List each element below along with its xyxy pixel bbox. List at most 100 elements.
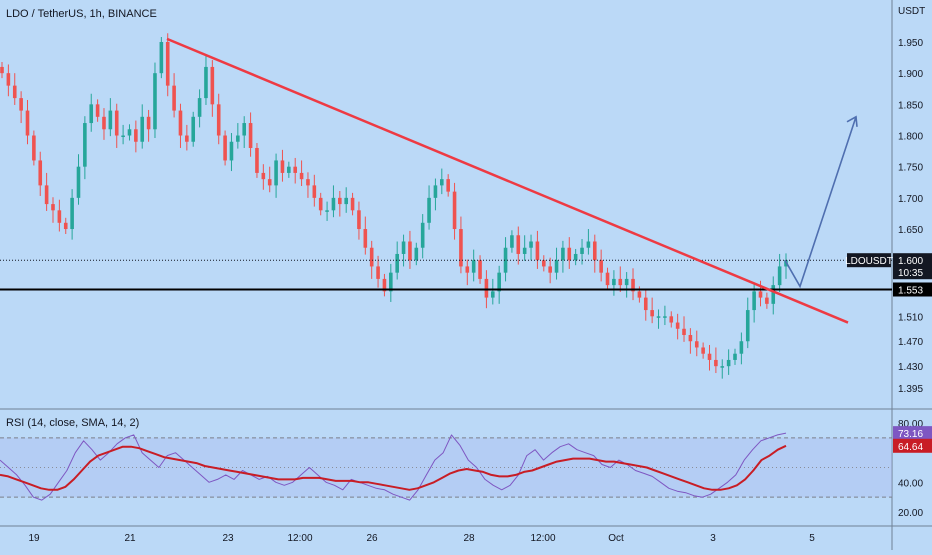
candle-body xyxy=(605,272,610,286)
candle-body xyxy=(395,253,399,273)
candle-body xyxy=(242,123,247,136)
candle-body xyxy=(714,359,718,367)
candle-body xyxy=(516,235,521,254)
time-tick-label: 3 xyxy=(710,533,716,544)
candle-body xyxy=(331,197,336,211)
support-price-tag xyxy=(893,282,932,297)
candle-body xyxy=(57,210,62,223)
candle-body xyxy=(561,247,565,261)
candle-body xyxy=(618,278,623,286)
candle-body xyxy=(573,253,578,261)
candle-body xyxy=(484,278,489,298)
candle-body xyxy=(350,197,355,211)
candle-body xyxy=(707,353,712,360)
candle-body xyxy=(733,353,737,360)
candle-body xyxy=(299,172,304,180)
rsi-title: RSI (14, close, SMA, 14, 2) xyxy=(6,417,140,429)
candle-body xyxy=(522,247,527,254)
candle-body xyxy=(758,291,763,298)
candle-body xyxy=(701,347,705,354)
candle-body xyxy=(663,316,667,318)
candle-body xyxy=(745,310,750,342)
rsi-tick-label: 40.00 xyxy=(898,478,923,489)
candle-body xyxy=(25,110,30,136)
candle-body xyxy=(38,160,43,186)
time-tick-label: 12:00 xyxy=(287,533,312,544)
candle-body xyxy=(694,341,699,348)
price-tick-label: 1.850 xyxy=(898,100,923,111)
candle-body xyxy=(669,316,674,323)
symbol-tag xyxy=(847,253,891,268)
candle-body xyxy=(159,42,164,74)
candle-body xyxy=(114,110,119,136)
candle-body xyxy=(70,197,74,230)
candle-body xyxy=(236,135,240,142)
price-tick-label: 1.430 xyxy=(898,362,923,373)
time-tick-label: Oct xyxy=(608,533,624,544)
chart-title: LDO / TetherUS, 1h, BINANCE xyxy=(6,8,157,20)
candle-body xyxy=(318,197,323,211)
price-tick-label: 1.510 xyxy=(898,312,923,323)
candle-body xyxy=(765,297,769,304)
candle-body xyxy=(548,266,552,273)
candle-body xyxy=(185,135,189,142)
candle-body xyxy=(274,160,278,186)
candle-body xyxy=(44,185,49,205)
time-tick-label: 12:00 xyxy=(530,533,555,544)
candle-body xyxy=(51,204,55,211)
candle-body xyxy=(312,185,317,198)
candle-body xyxy=(6,73,11,86)
candle-body xyxy=(529,241,533,248)
candle-body xyxy=(580,247,584,254)
candle-body xyxy=(401,241,406,254)
candle-body xyxy=(293,166,298,173)
price-tick-label: 1.395 xyxy=(898,384,923,395)
time-tick-label: 21 xyxy=(124,533,136,544)
candle-body xyxy=(369,247,374,267)
candle-body xyxy=(338,197,342,205)
candle-body xyxy=(102,116,106,130)
candle-body xyxy=(599,260,603,273)
candle-body xyxy=(631,278,635,292)
rsi-sma-line xyxy=(0,444,787,491)
candle-body xyxy=(261,172,266,180)
candle-body xyxy=(389,272,393,292)
rsi-value-label: 73.16 xyxy=(898,429,923,440)
current-price-value: 1.600 xyxy=(898,256,923,267)
rsi-tick-label: 80.00 xyxy=(898,419,923,430)
candle-body xyxy=(624,278,629,286)
candle-body xyxy=(89,104,94,124)
price-tick-label: 1.800 xyxy=(898,132,923,143)
candle-body xyxy=(12,85,17,99)
candle-body xyxy=(720,366,725,368)
candle-body xyxy=(503,247,508,273)
candle-body xyxy=(287,166,291,173)
candle-body xyxy=(134,129,138,142)
candle-body xyxy=(465,266,470,273)
candle-body xyxy=(146,116,151,130)
candle-body xyxy=(612,278,616,286)
candle-body xyxy=(688,335,693,342)
current-price-tag xyxy=(893,253,932,280)
candle-body xyxy=(255,147,259,173)
time-tick-label: 5 xyxy=(809,533,815,544)
candle-body xyxy=(140,116,145,142)
candle-body xyxy=(127,129,132,136)
candle-body xyxy=(471,260,476,273)
candle-body xyxy=(108,110,113,130)
candle-body xyxy=(675,322,680,329)
price-tick-label: 1.700 xyxy=(898,194,923,205)
candle-body xyxy=(121,135,125,138)
candle-body xyxy=(325,210,329,212)
candle-body xyxy=(197,98,202,117)
candle-body xyxy=(204,66,208,99)
candle-body xyxy=(63,222,68,230)
rsi-value-tag xyxy=(893,426,932,441)
candle-body xyxy=(210,66,215,105)
candle-body xyxy=(682,328,686,336)
candle-body xyxy=(567,247,572,261)
rsi-line xyxy=(0,432,787,501)
time-tick-label: 23 xyxy=(222,533,234,544)
